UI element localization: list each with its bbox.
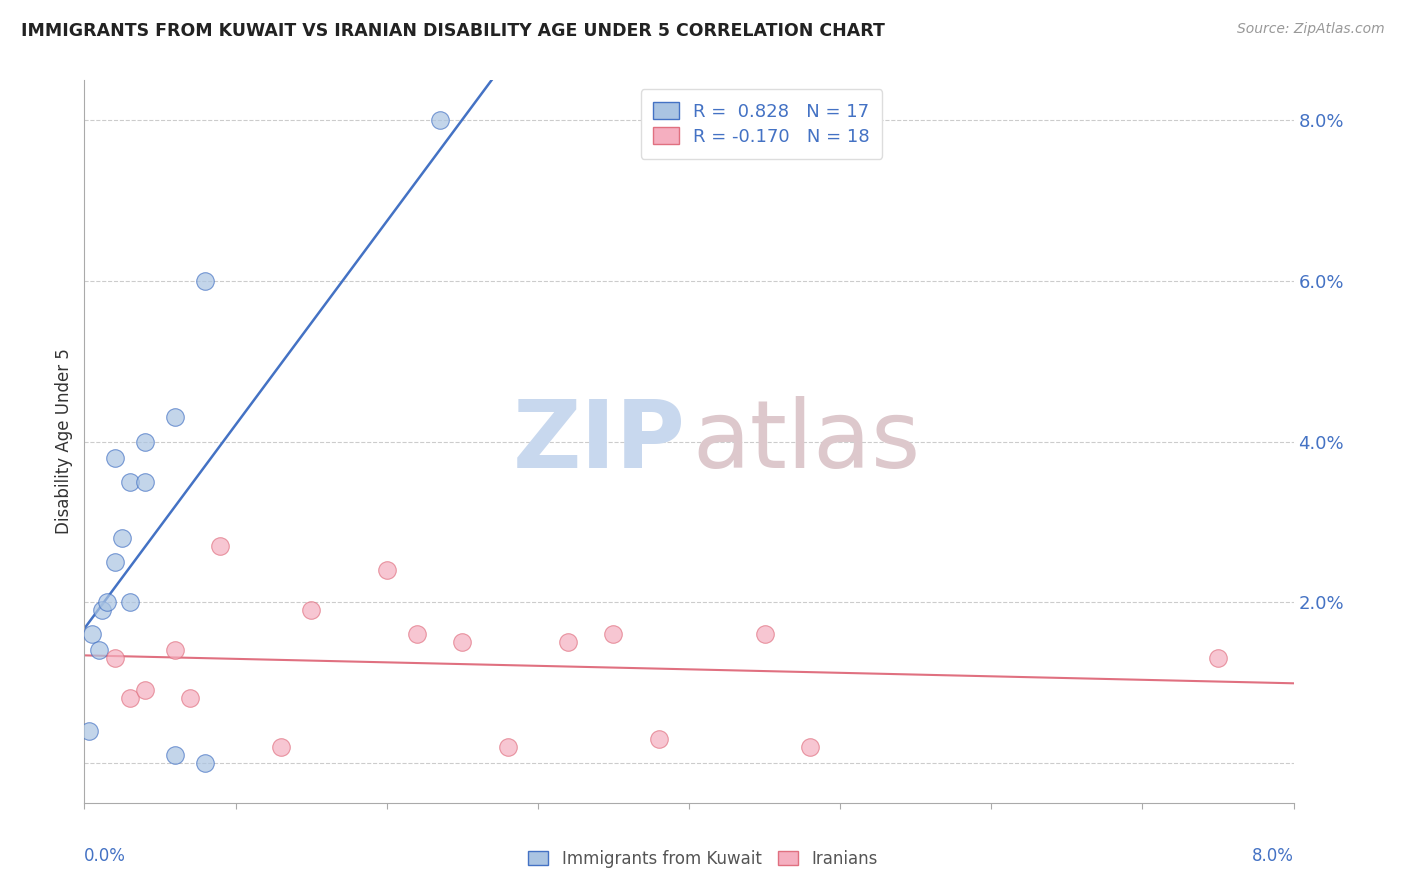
Text: 0.0%: 0.0% bbox=[84, 847, 127, 865]
Point bbox=[496, 739, 519, 754]
Point bbox=[111, 531, 134, 545]
Point bbox=[104, 450, 127, 465]
Text: atlas: atlas bbox=[693, 395, 921, 488]
Text: ZIP: ZIP bbox=[512, 395, 685, 488]
Point bbox=[754, 627, 776, 641]
Point bbox=[91, 603, 114, 617]
Point bbox=[557, 635, 579, 649]
Point bbox=[648, 731, 671, 746]
Point bbox=[406, 627, 429, 641]
Point bbox=[179, 691, 201, 706]
Point bbox=[194, 756, 217, 770]
Point bbox=[165, 747, 187, 762]
Text: 8.0%: 8.0% bbox=[1251, 847, 1294, 865]
Point bbox=[77, 723, 100, 738]
Point bbox=[194, 274, 217, 288]
Point bbox=[1206, 651, 1229, 665]
Point bbox=[602, 627, 624, 641]
Y-axis label: Disability Age Under 5: Disability Age Under 5 bbox=[55, 349, 73, 534]
Legend: R =  0.828   N = 17, R = -0.170   N = 18: R = 0.828 N = 17, R = -0.170 N = 18 bbox=[641, 89, 883, 159]
Point bbox=[209, 539, 232, 553]
Point bbox=[134, 683, 156, 698]
Point bbox=[134, 434, 156, 449]
Point bbox=[118, 475, 141, 489]
Point bbox=[96, 595, 118, 609]
Text: Source: ZipAtlas.com: Source: ZipAtlas.com bbox=[1237, 22, 1385, 37]
Point bbox=[799, 739, 821, 754]
Point bbox=[80, 627, 103, 641]
Point bbox=[134, 475, 156, 489]
Point bbox=[104, 651, 127, 665]
Legend: Immigrants from Kuwait, Iranians: Immigrants from Kuwait, Iranians bbox=[522, 844, 884, 875]
Point bbox=[104, 555, 127, 569]
Text: IMMIGRANTS FROM KUWAIT VS IRANIAN DISABILITY AGE UNDER 5 CORRELATION CHART: IMMIGRANTS FROM KUWAIT VS IRANIAN DISABI… bbox=[21, 22, 884, 40]
Point bbox=[89, 643, 111, 657]
Point bbox=[375, 563, 398, 577]
Point bbox=[451, 635, 474, 649]
Point bbox=[118, 691, 141, 706]
Point bbox=[165, 643, 187, 657]
Point bbox=[270, 739, 292, 754]
Point bbox=[299, 603, 322, 617]
Point bbox=[118, 595, 141, 609]
Point bbox=[165, 410, 187, 425]
Point bbox=[429, 113, 451, 128]
